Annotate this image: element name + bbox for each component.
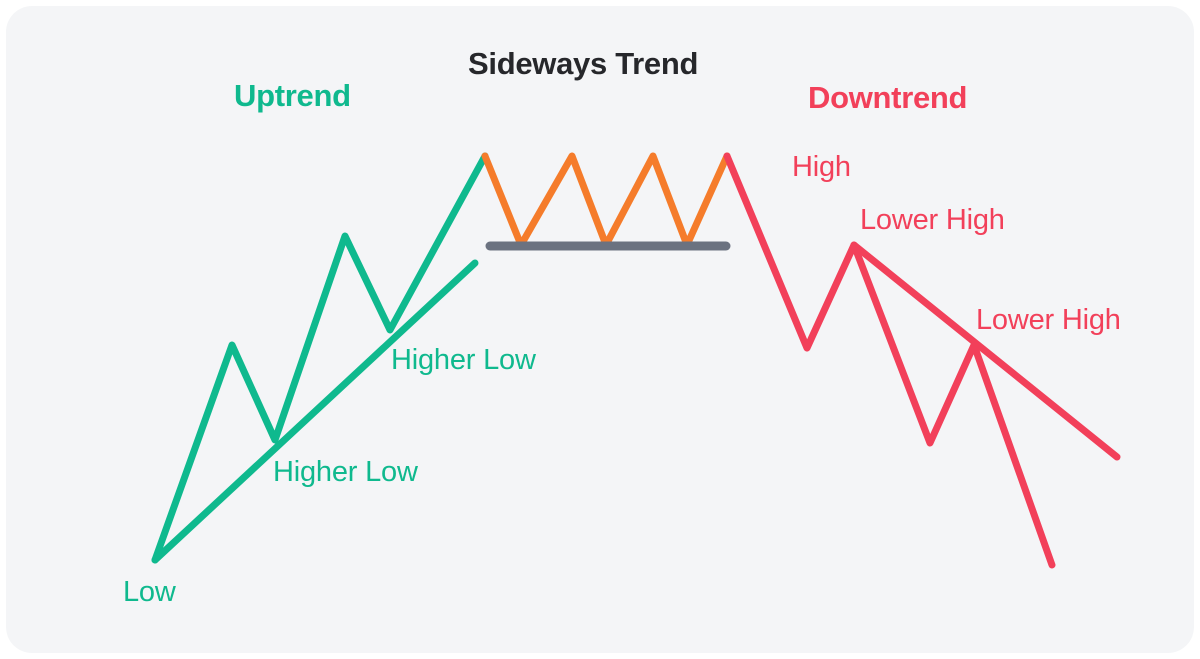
uptrend-price-line	[151, 152, 489, 564]
uptrend-support-trendline	[151, 259, 479, 564]
downtrend-resistance-trendline	[850, 241, 1121, 461]
label-high: High	[792, 151, 851, 183]
diagram-card	[6, 6, 1194, 653]
label-higher-low-second: Higher Low	[391, 344, 536, 376]
uptrend-title: Uptrend	[234, 78, 351, 113]
label-low: Low	[123, 576, 176, 608]
label-lower-high-second: Lower High	[976, 304, 1121, 336]
sideways-price-line	[481, 152, 731, 249]
downtrend-price-line	[723, 152, 1056, 569]
label-higher-low-first: Higher Low	[273, 456, 418, 488]
downtrend-title: Downtrend	[808, 80, 968, 115]
label-lower-high-first: Lower High	[860, 204, 1005, 236]
sideways-trend-title: Sideways Trend	[468, 46, 699, 81]
